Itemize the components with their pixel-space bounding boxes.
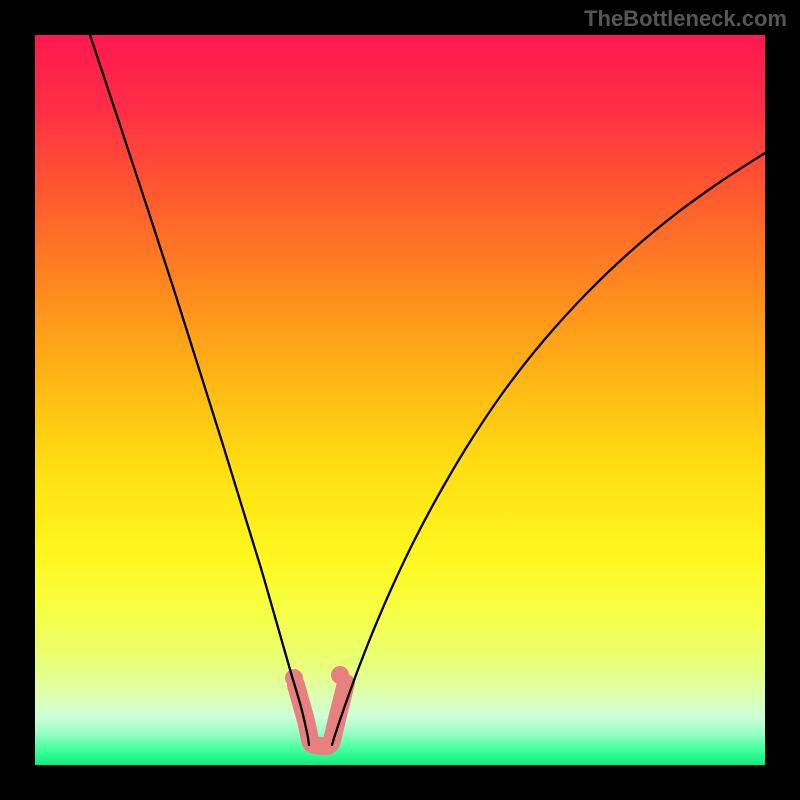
bottleneck-curve-chart <box>35 35 765 765</box>
watermark-text: TheBottleneck.com <box>584 6 787 32</box>
valley-marker-dot <box>331 666 349 684</box>
gradient-background <box>35 35 765 765</box>
chart-frame <box>35 35 765 765</box>
